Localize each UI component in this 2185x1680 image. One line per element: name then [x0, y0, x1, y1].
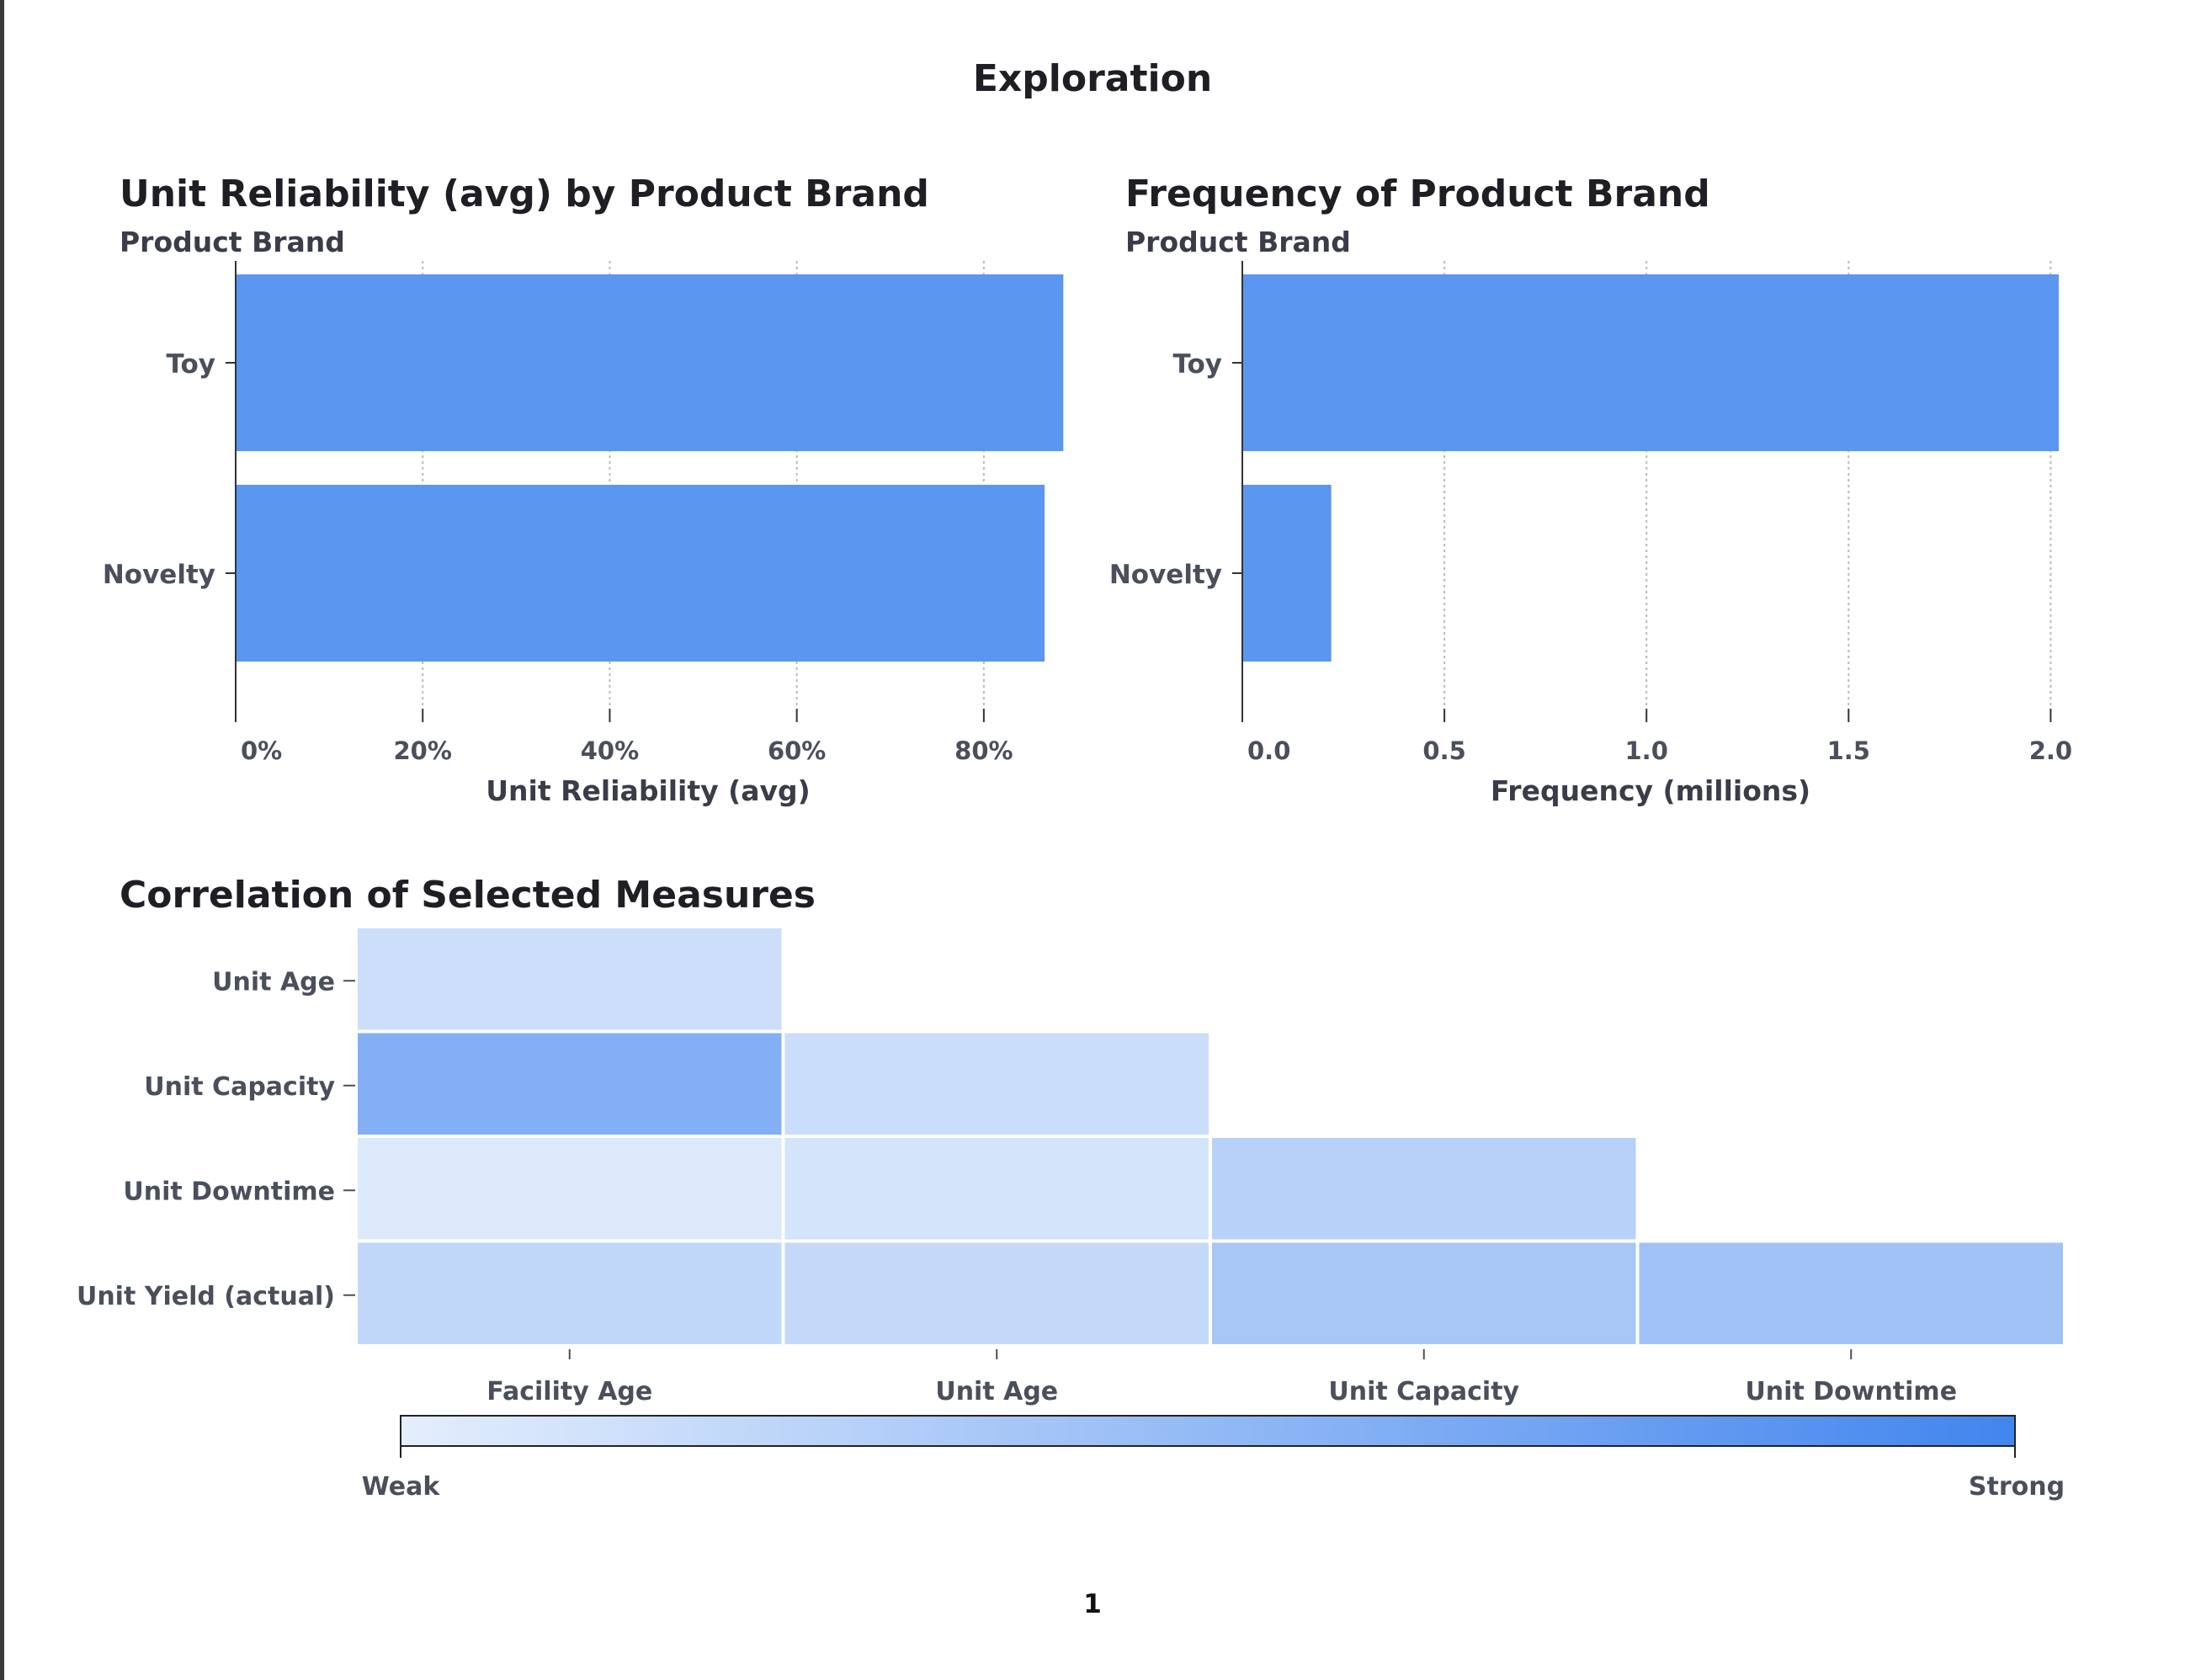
heatmap-row-label-unit-yield-actual: Unit Yield (actual) [77, 1282, 335, 1311]
page-number: 1 [1083, 1589, 1102, 1619]
heatmap-cell-unit-downtime-unit-age [784, 1138, 1209, 1240]
reliability-bar-toy [236, 274, 1064, 451]
heatmap-cell-unit-downtime-unit-capacity [1212, 1138, 1636, 1240]
reliability-chart-title: Unit Reliability (avg) by Product Brand [120, 173, 929, 215]
frequency-x-tick-label: 1.0 [1625, 736, 1668, 765]
page-edge [0, 0, 4, 1680]
heatmap-col-label-facility-age: Facility Age [486, 1377, 652, 1406]
frequency-y-axis-title: Product Brand [1125, 226, 1351, 258]
frequency-bar-novelty [1242, 485, 1332, 662]
reliability-x-tick-label: 20% [394, 736, 452, 765]
heatmap-row-label-unit-downtime: Unit Downtime [123, 1177, 335, 1206]
heatmap-col-label-unit-capacity: Unit Capacity [1328, 1377, 1519, 1406]
frequency-bar-toy [1242, 274, 2059, 451]
heatmap-cell-unit-yield-actual-facility-age [358, 1242, 782, 1344]
reliability-x-axis-title: Unit Reliability (avg) [486, 774, 811, 807]
reliability-x-tick-label: 40% [581, 736, 639, 765]
heatmap-cell-unit-capacity-unit-age [784, 1033, 1209, 1135]
heatmap-cell-unit-downtime-facility-age [358, 1138, 782, 1240]
frequency-x-tick-label: 0.0 [1247, 736, 1290, 765]
reliability-x-tick-label: 60% [768, 736, 826, 765]
color-legend-max-label: Strong [1969, 1472, 2065, 1502]
reliability-y-tick-label: Novelty [103, 560, 215, 590]
reliability-bar-chart: Toy Novelty 0% 20% 40% 60% 80% [103, 261, 1064, 765]
reliability-x-tick-label: 0% [241, 736, 282, 765]
reliability-y-axis-title: Product Brand [120, 226, 345, 258]
heatmap-row-label-unit-capacity: Unit Capacity [144, 1072, 335, 1102]
heatmap-cell-unit-yield-actual-unit-downtime [1639, 1242, 2063, 1344]
heatmap-cell-unit-capacity-facility-age [358, 1033, 782, 1135]
frequency-y-tick-label: Novelty [1109, 560, 1222, 590]
report-title: Exploration [972, 57, 1213, 100]
heatmap-cell-unit-yield-actual-unit-capacity [1212, 1242, 1636, 1344]
frequency-x-axis-title: Frequency (millions) [1490, 774, 1811, 807]
frequency-y-tick-label: Toy [1172, 349, 1222, 380]
heatmap-cell-unit-age-facility-age [358, 928, 782, 1030]
heatmap-row-label-unit-age: Unit Age [212, 967, 335, 997]
frequency-chart-title: Frequency of Product Brand [1125, 173, 1710, 215]
frequency-x-tick-label: 0.5 [1422, 736, 1465, 765]
reliability-x-tick-label: 80% [954, 736, 1013, 765]
heatmap-cell-unit-yield-actual-unit-age [784, 1242, 1209, 1344]
reliability-bar-novelty [236, 485, 1045, 662]
heatmap-col-label-unit-downtime: Unit Downtime [1745, 1377, 1957, 1406]
frequency-x-tick-label: 1.5 [1827, 736, 1870, 765]
color-legend-min-label: Weak [362, 1472, 441, 1502]
frequency-bar-chart: Toy Novelty 0.0 0.5 1.0 1.5 2.0 [1109, 261, 2072, 765]
heatmap-col-label-unit-age: Unit Age [935, 1377, 1058, 1406]
reliability-y-tick-label: Toy [166, 349, 215, 380]
frequency-x-tick-label: 2.0 [2029, 736, 2072, 765]
correlation-chart-title: Correlation of Selected Measures [120, 874, 816, 917]
color-legend-bar [400, 1415, 2016, 1447]
correlation-heatmap: Unit Age Unit Capacity Unit Downtime Unit Y… [77, 928, 2065, 1502]
